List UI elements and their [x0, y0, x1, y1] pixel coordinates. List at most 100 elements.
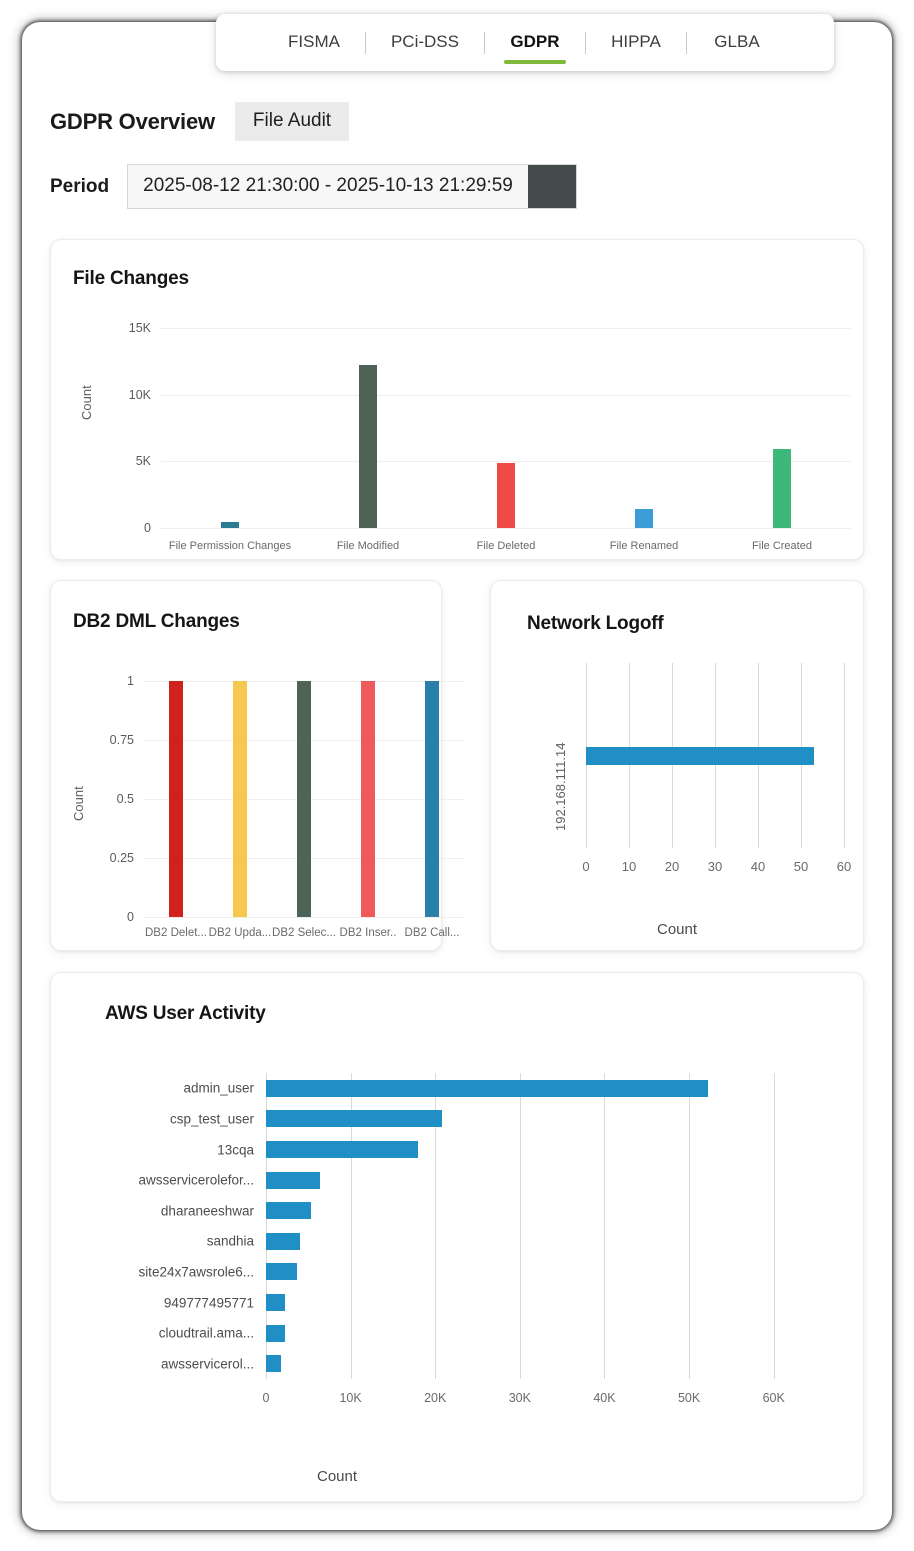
gridline: [144, 917, 464, 918]
y-category-label: admin_user: [183, 1080, 254, 1096]
x-tick-label: DB2 Delet...: [145, 927, 207, 939]
period-selector: Period 2025-08-12 21:30:00 - 2025-10-13 …: [50, 165, 576, 208]
x-tick-label: 60: [836, 859, 852, 874]
gridline: [844, 663, 845, 848]
x-tick-label: DB2 Inser..: [339, 927, 397, 939]
bar-0[interactable]: [266, 1079, 708, 1097]
bar-8[interactable]: [266, 1324, 285, 1342]
x-tick-label: DB2 Call...: [404, 927, 460, 939]
card-aws-user-activity: AWS User Activity 0 10K 20K 30K 40K 50K 60K adm…: [50, 972, 864, 1502]
card-title-db2: DB2 DML Changes: [73, 611, 240, 632]
x-tick-label: 30K: [508, 1391, 531, 1405]
y-tick-label: 1: [127, 674, 134, 688]
bar-2[interactable]: [266, 1141, 419, 1158]
bar-3[interactable]: [266, 1171, 321, 1189]
x-tick-label: 50: [793, 859, 809, 874]
x-axis-title-aws: Count: [316, 1468, 358, 1485]
gridline: [161, 528, 851, 529]
card-db2-dml-changes: DB2 DML Changes Count 0 0.25 0.5 0.75 1 DB2 D…: [50, 580, 464, 951]
x-tick-label: 60K: [762, 1391, 785, 1405]
gridline: [689, 1073, 691, 1379]
bar-4[interactable]: [266, 1202, 311, 1220]
x-tick-label: 30: [707, 859, 723, 874]
bar-1[interactable]: [359, 365, 377, 528]
gridline: [161, 328, 851, 329]
period-field[interactable]: 2025-08-12 21:30:00 - 2025-10-13 21:29:5…: [128, 165, 576, 208]
x-tick-label: File Created: [752, 540, 812, 552]
bar-0[interactable]: [586, 746, 814, 765]
y-category-label: 13cqa: [217, 1142, 254, 1157]
plot-file-changes: 0 5K 10K 15K File Permission Changes File Mod…: [129, 321, 851, 552]
x-tick-label: 40K: [593, 1391, 616, 1405]
gridline: [519, 1073, 521, 1379]
plot-network-logoff: 0 10 20 30 40 50 60: [582, 663, 851, 874]
bar-2[interactable]: [297, 681, 311, 917]
tab-separator: [584, 31, 586, 54]
period-label: Period: [50, 175, 110, 197]
bar-6[interactable]: [266, 1263, 298, 1281]
x-tick-label: File Modified: [336, 540, 400, 552]
x-tick-label: 20K: [424, 1391, 447, 1405]
y-tick-label: 0.75: [109, 733, 134, 747]
x-tick-label: 0: [582, 859, 590, 874]
gridline: [350, 1073, 352, 1379]
plot-aws-user-activity: 0 10K 20K 30K 40K 50K 60K admin_user csp_test_us…: [138, 1073, 816, 1405]
tab-separator: [685, 31, 687, 54]
card-title-aws: AWS User Activity: [105, 1003, 266, 1024]
y-category-label: dharaneeshwar: [160, 1203, 254, 1219]
bar-4[interactable]: [425, 681, 439, 917]
gridline: [773, 1073, 775, 1379]
file-audit-badge[interactable]: File Audit: [234, 102, 350, 141]
x-tick-label: File Renamed: [609, 540, 679, 552]
y-category-label: awsservicerolefor...: [138, 1172, 254, 1188]
x-axis-title-network-logoff: Count: [656, 921, 698, 938]
compliance-tabbar: FISMA PCi-DSS GDPR HIPPA GLBA: [216, 14, 834, 71]
y-category-label: site24x7awsrole6...: [138, 1264, 254, 1280]
y-tick-label: 15K: [128, 321, 151, 335]
bar-4[interactable]: [773, 448, 791, 528]
y-axis-category-network-logoff: 192.168.111.14: [553, 742, 568, 831]
bar-2[interactable]: [497, 463, 515, 528]
tab-separator: [364, 31, 366, 54]
bar-0[interactable]: [169, 681, 183, 917]
gridline: [161, 461, 851, 463]
x-tick-label: 20: [664, 859, 680, 874]
tab-pci-dss[interactable]: PCi-DSS: [377, 17, 473, 68]
bar-1[interactable]: [233, 681, 247, 917]
bar-3[interactable]: [635, 509, 653, 528]
tab-fisma[interactable]: FISMA: [274, 17, 354, 68]
bar-9[interactable]: [266, 1355, 282, 1373]
tab-label: FISMA: [288, 32, 340, 51]
bar-0[interactable]: [221, 522, 239, 528]
plot-db2: 0 0.25 0.5 0.75 1 DB2 Delet... DB2 Upda... DB2 …: [110, 674, 464, 939]
gridline: [435, 1073, 437, 1379]
card-file-changes: File Changes Count 0 5K 10K 15K File Permiss…: [50, 239, 864, 560]
bar-7[interactable]: [266, 1294, 286, 1311]
gridline: [604, 1073, 606, 1379]
x-tick-label: DB2 Selec...: [272, 927, 336, 939]
page-header: GDPR Overview File Audit: [50, 102, 350, 141]
tab-glba[interactable]: GLBA: [698, 17, 776, 68]
y-category-label: csp_test_user: [169, 1111, 254, 1127]
card-network-logoff: Network Logoff 192.168.111.14 0 10 20 30 40 5…: [490, 580, 864, 951]
tab-gdpr[interactable]: GDPR: [496, 17, 574, 68]
card-title-network-logoff: Network Logoff: [527, 613, 664, 634]
bar-5[interactable]: [266, 1232, 300, 1250]
x-tick-label: File Permission Changes: [168, 540, 292, 552]
tab-separator: [483, 31, 485, 54]
y-category-label: 949777495771: [163, 1295, 254, 1310]
x-tick-label: 50K: [677, 1391, 701, 1405]
tab-label: PCi-DSS: [390, 32, 459, 51]
bar-3[interactable]: [361, 681, 375, 917]
y-tick-label: 0: [144, 521, 151, 535]
y-category-label: sandhia: [206, 1233, 254, 1249]
calendar-icon[interactable]: [527, 165, 576, 208]
bar-1[interactable]: [266, 1110, 442, 1128]
y-tick-label: 10K: [128, 387, 151, 402]
tab-hippa[interactable]: HIPPA: [597, 17, 675, 68]
y-tick-label: 0: [127, 910, 134, 924]
gridline: [161, 394, 851, 396]
period-value[interactable]: 2025-08-12 21:30:00 - 2025-10-13 21:29:5…: [128, 165, 528, 208]
card-title-file-changes: File Changes: [73, 268, 189, 289]
x-tick-label: DB2 Upda...: [208, 927, 272, 939]
